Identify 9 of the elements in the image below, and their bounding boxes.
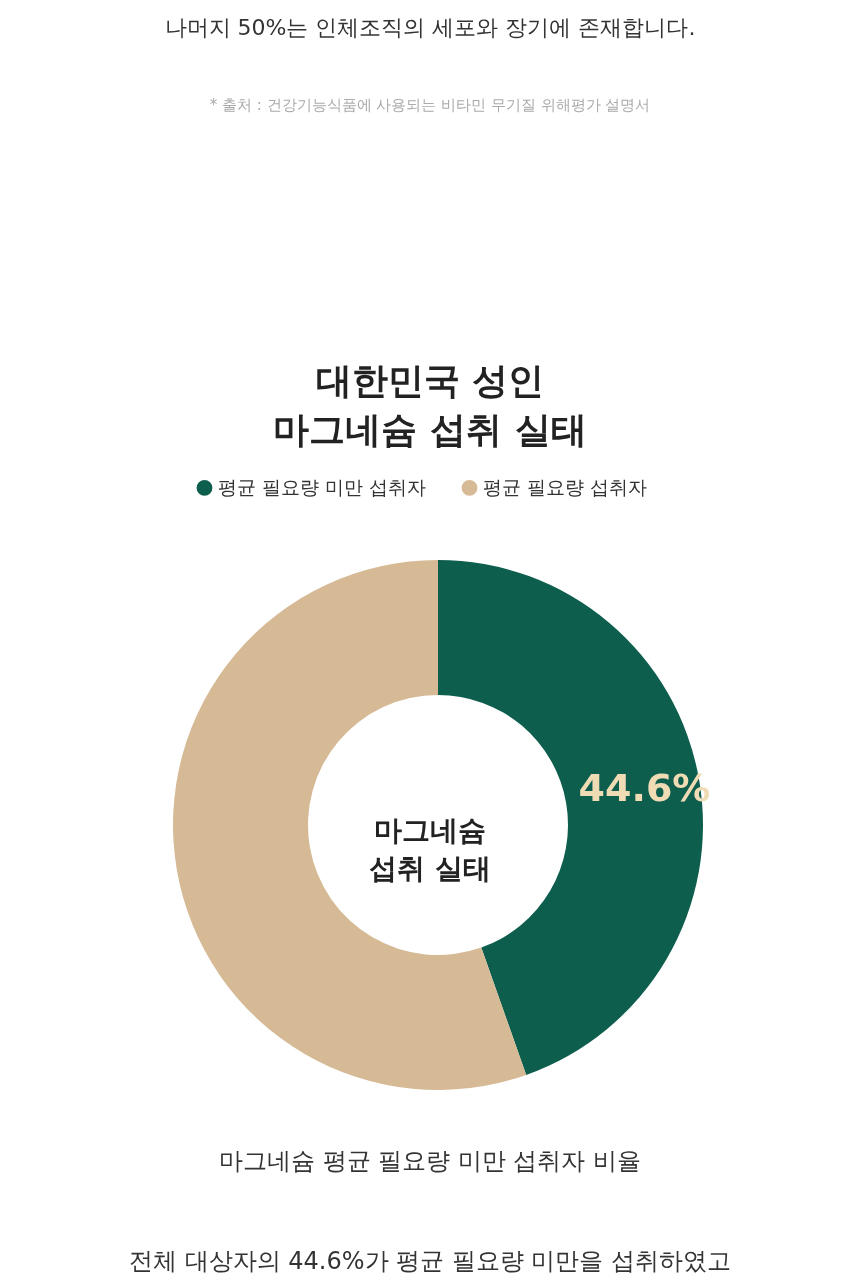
text: 마그네슘 섭취 실태 [369, 814, 491, 885]
text: * 출처 : 건강기능식품에 사용되는 비타민 무기질 위해평가 설명서 [209, 96, 651, 114]
text: 마그네슘 평균 필요량 미만 섭취자 비율 [218, 1147, 642, 1175]
legend-label: 평균 필요량 미만 섭취자 [218, 475, 427, 498]
chart-title: 대한민국 성인 마그네슘 섭취 실태 [273, 360, 587, 450]
text: 전체 대상자의 44.6%가 평균 필요량 미만을 섭취하였고 [128, 1247, 732, 1275]
legend-label: 평균 필요량 섭취자 [483, 475, 648, 498]
donut-slice [173, 560, 527, 1090]
text: 나머지 50%는 인체조직의 세포와 장기에 존재합니다. [164, 15, 696, 40]
